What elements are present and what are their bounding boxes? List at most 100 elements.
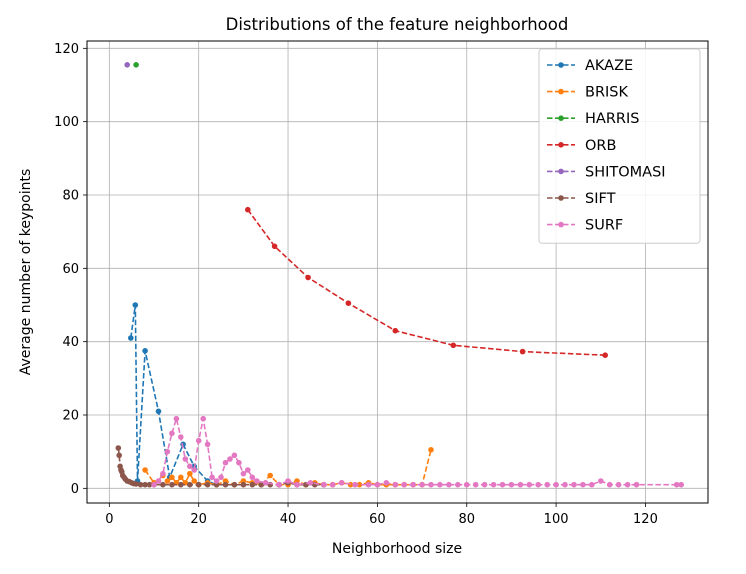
- data-point: [164, 478, 171, 484]
- legend-swatch-marker: [558, 168, 564, 175]
- series-layer: [115, 62, 684, 488]
- legend: AKAZE BRISK HARRIS ORB SHITOMASI SIFT SURF: [538, 48, 701, 244]
- data-point: [160, 470, 166, 477]
- data-point: [160, 481, 166, 488]
- data-point: [155, 408, 162, 415]
- data-point: [146, 481, 153, 488]
- data-point: [499, 481, 506, 488]
- legend-label: HARRIS: [585, 111, 639, 127]
- data-point: [124, 62, 130, 68]
- data-point: [633, 481, 640, 488]
- x-tick-label: 120: [633, 512, 658, 527]
- data-point: [169, 481, 175, 488]
- series-line: [130, 304, 217, 486]
- data-point: [352, 481, 358, 488]
- data-point: [392, 481, 399, 488]
- data-point: [401, 481, 408, 488]
- data-point: [374, 481, 381, 488]
- data-point: [338, 480, 345, 486]
- data-point: [544, 481, 550, 488]
- data-point: [187, 481, 193, 488]
- data-point: [218, 474, 224, 481]
- data-point: [169, 474, 175, 481]
- series-orb: [245, 206, 608, 359]
- data-point: [356, 481, 363, 488]
- data-point: [178, 434, 184, 440]
- y-tick-label: 120: [54, 42, 79, 57]
- data-point: [231, 481, 238, 488]
- legend-label: BRISK: [585, 85, 629, 101]
- data-point: [508, 481, 515, 488]
- data-point: [142, 481, 148, 488]
- data-point: [606, 481, 613, 488]
- legend-item: SURF: [547, 218, 623, 234]
- data-point: [519, 348, 526, 355]
- legend-swatch-marker: [558, 115, 564, 121]
- data-point: [116, 452, 122, 459]
- legend-label: ORB: [585, 138, 616, 154]
- data-point: [245, 467, 251, 473]
- data-point: [209, 474, 215, 481]
- data-point: [571, 481, 577, 488]
- data-point: [187, 470, 193, 477]
- legend-swatch-marker: [558, 62, 564, 68]
- data-point: [589, 481, 595, 488]
- data-point: [383, 480, 390, 486]
- data-point: [410, 481, 416, 488]
- data-point: [276, 481, 282, 488]
- grid: [87, 41, 708, 503]
- data-point: [236, 459, 242, 466]
- data-point: [151, 481, 157, 488]
- data-point: [615, 481, 622, 488]
- legend-item: BRISK: [547, 85, 629, 101]
- data-point: [173, 415, 180, 422]
- data-point: [428, 481, 434, 488]
- series-surf: [151, 415, 684, 488]
- data-point: [178, 481, 184, 488]
- x-axis-label: Neighborhood size: [332, 541, 462, 557]
- legend-label: AKAZE: [585, 58, 633, 74]
- series-harris: [133, 62, 139, 68]
- legend-item: SHITOMASI: [547, 164, 666, 180]
- data-point: [178, 474, 184, 481]
- data-point: [419, 481, 425, 488]
- y-tick-label: 100: [54, 115, 79, 130]
- legend-swatch-marker: [558, 142, 564, 148]
- data-point: [164, 448, 171, 455]
- x-tick-label: 100: [544, 512, 569, 527]
- data-point: [191, 478, 197, 484]
- data-point: [517, 481, 524, 488]
- series-shitomasi: [124, 62, 130, 68]
- data-point: [142, 467, 148, 473]
- data-point: [169, 430, 175, 437]
- y-tick-label: 0: [71, 482, 79, 497]
- data-point: [227, 456, 233, 462]
- data-point: [195, 481, 202, 488]
- data-point: [598, 478, 604, 484]
- x-tick-label: 20: [190, 512, 207, 527]
- legend-label: SIFT: [585, 191, 616, 207]
- legend-label: SHITOMASI: [585, 164, 666, 180]
- legend-label: SURF: [585, 218, 623, 234]
- data-point: [463, 481, 470, 488]
- data-point: [249, 481, 256, 488]
- data-point: [553, 481, 559, 488]
- y-tick-label: 80: [62, 189, 79, 204]
- data-point: [562, 481, 568, 488]
- data-point: [446, 481, 452, 488]
- data-point: [329, 481, 336, 488]
- data-point: [307, 480, 314, 486]
- y-tick-label: 60: [62, 262, 79, 277]
- data-point: [602, 352, 608, 359]
- data-point: [624, 481, 631, 488]
- data-point: [294, 481, 300, 488]
- data-point: [222, 481, 229, 488]
- data-point: [128, 335, 134, 341]
- legend-item: AKAZE: [547, 58, 633, 74]
- data-point: [204, 441, 211, 448]
- y-tick-label: 40: [62, 335, 79, 350]
- data-point: [678, 481, 684, 488]
- data-point: [490, 481, 497, 488]
- data-point: [535, 481, 541, 488]
